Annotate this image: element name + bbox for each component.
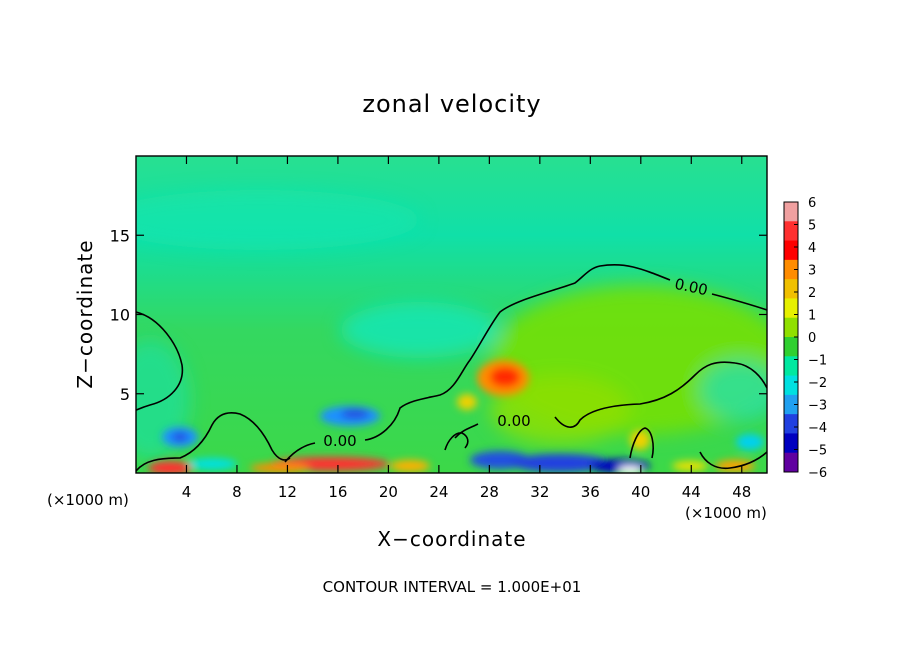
colorbar: 6 5 4 3 2 1 0 −1 −2 −3 −4 −5 −6	[783, 196, 827, 481]
x-tick-label: 12	[278, 483, 297, 501]
field-region-positive	[490, 375, 630, 445]
x-tick-label: 8	[232, 483, 242, 501]
feature-negative	[187, 458, 237, 470]
feature-positive	[457, 394, 477, 410]
feature-positive	[390, 460, 430, 472]
colorbar-tick-label: −4	[808, 421, 827, 436]
x-tick-label: 48	[732, 483, 751, 501]
feature-negative-min	[618, 466, 642, 473]
chart-title: zonal velocity	[362, 90, 541, 118]
contour-line	[629, 427, 654, 459]
feature-negative	[341, 409, 369, 419]
colorbar-tick-label: 1	[808, 309, 816, 324]
colorbar-swatch	[784, 414, 798, 434]
colorbar-tick-label: −5	[808, 444, 827, 459]
field-features	[148, 360, 764, 473]
colorbar-tick-label: −3	[808, 399, 827, 414]
field-region-negative	[136, 190, 420, 250]
feature-positive	[715, 460, 755, 472]
x-tick-label: 44	[682, 483, 701, 501]
x-axis: 4 8 12 16 20 24 28 32 36 40 44 48	[182, 156, 751, 501]
colorbar-swatch	[784, 452, 798, 473]
contour-line	[444, 432, 469, 451]
x-tick-label: 24	[429, 483, 448, 501]
colorbar-swatch	[784, 240, 798, 261]
colorbar-swatch	[784, 375, 798, 396]
colorbar-swatch	[784, 433, 798, 454]
colorbar-tick-label: 3	[808, 264, 816, 279]
x-tick-label: 36	[581, 483, 600, 501]
feature-positive	[672, 461, 708, 471]
x-unit-right: (×1000 m)	[685, 504, 767, 522]
field-region-negative	[700, 360, 767, 420]
x-unit-left: (×1000 m)	[47, 491, 129, 509]
colorbar-swatch	[784, 317, 798, 338]
feature-positive-max	[490, 367, 520, 387]
contour-labels: 0.00 0.00 0.00	[323, 275, 709, 450]
colorbar-swatch	[784, 394, 798, 415]
x-tick-label: 40	[631, 483, 650, 501]
colorbar-tick-label: −1	[808, 354, 827, 369]
contour-line	[136, 412, 291, 472]
feature-positive	[250, 463, 310, 473]
contour-line	[699, 451, 767, 470]
field-region-negative	[340, 302, 500, 358]
colorbar-tick-label: 6	[808, 196, 816, 211]
y-axis-label: Z−coordinate	[73, 239, 97, 388]
contour-label: 0.00	[497, 412, 530, 430]
colorbar-swatch	[784, 259, 798, 280]
x-axis-label: X−coordinate	[377, 527, 526, 551]
feature-positive	[630, 430, 650, 450]
colorbar-tick-label: −6	[808, 466, 827, 481]
feature-positive	[148, 461, 192, 473]
contour-line	[711, 293, 767, 311]
colorbar-tick-label: 5	[808, 219, 816, 234]
field-blobs	[136, 190, 767, 460]
feature-negative	[510, 454, 610, 472]
feature-negative	[736, 434, 764, 450]
colorbar-swatch	[784, 356, 798, 377]
colorbar-swatch	[784, 202, 798, 222]
y-tick-label: 15	[110, 226, 130, 245]
contour-line	[554, 361, 767, 428]
y-tick-label: 10	[110, 306, 130, 325]
contour-interval-note: CONTOUR INTERVAL = 1.000E+01	[323, 578, 582, 596]
x-tick-label: 16	[328, 483, 347, 501]
colorbar-swatch	[784, 221, 798, 242]
contour-line	[136, 311, 184, 411]
colorbar-swatch	[784, 298, 798, 319]
colorbar-swatch	[784, 337, 798, 357]
x-tick-label: 4	[182, 483, 192, 501]
x-tick-label: 32	[530, 483, 549, 501]
contour-label: 0.00	[323, 432, 356, 450]
feature-negative	[172, 432, 188, 442]
x-tick-label: 28	[480, 483, 499, 501]
contour-zero	[136, 263, 767, 472]
colorbar-tick-label: −2	[808, 376, 827, 391]
colorbar-tick-label: 2	[808, 286, 816, 301]
y-tick-label: 5	[120, 385, 130, 404]
contour-line	[454, 423, 479, 439]
colorbar-swatch	[784, 279, 798, 299]
x-tick-label: 20	[379, 483, 398, 501]
y-axis: 5 10 15	[110, 226, 767, 404]
plot-area	[136, 156, 767, 473]
colorbar-tick-label: 0	[808, 331, 816, 346]
colorbar-tick-label: 4	[808, 241, 816, 256]
contour-line	[364, 263, 671, 441]
